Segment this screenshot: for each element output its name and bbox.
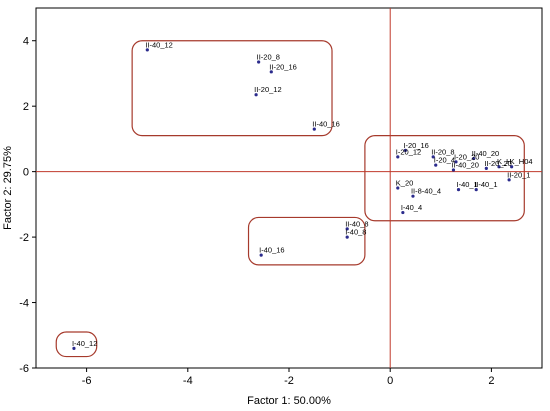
data-point [507, 178, 511, 182]
point-label: I-20_16 [403, 141, 428, 150]
point-label: II-40_1 [474, 180, 497, 189]
x-tick-label: -4 [183, 375, 193, 387]
point-label: I-20_20 [454, 152, 479, 161]
point-labels: II-40_12II-20_8II-20_16II-20_12II-40_16I… [72, 40, 533, 347]
data-point [510, 165, 514, 169]
y-tick-label: -4 [19, 298, 29, 310]
point-label: K_H04 [510, 157, 533, 166]
point-label: II-20_16 [269, 62, 297, 71]
data-point [259, 253, 263, 257]
data-point [345, 235, 349, 239]
data-point [269, 70, 273, 74]
data-point [454, 160, 458, 164]
point-label: I-40_1 [457, 180, 478, 189]
y-tick-label: -6 [19, 363, 29, 375]
point-label: II-40_16 [312, 120, 340, 129]
point-label: I-40_12 [72, 339, 97, 348]
data-point [497, 165, 501, 169]
reference-lines [36, 8, 542, 368]
point-label: II-40_20 [451, 161, 479, 170]
data-point [472, 156, 476, 161]
data-point [484, 166, 488, 170]
point-label: II-20_20 [484, 159, 512, 168]
x-tick-label: 0 [387, 375, 393, 387]
x-tick-label: -6 [82, 375, 92, 387]
point-label: II-20_1 [507, 170, 530, 179]
point-label: II-40_8 [345, 219, 368, 228]
point-label: I-20_12 [396, 147, 421, 156]
point-label: II-20_8 [431, 147, 454, 156]
point-label: I-20_4 [434, 156, 455, 165]
point-label: K_H [497, 157, 512, 166]
data-point [434, 163, 438, 167]
point-label: I-40_8 [345, 228, 366, 237]
group-box-1 [131, 40, 333, 137]
data-point [451, 168, 456, 172]
x-tick-label: -2 [284, 375, 294, 387]
y-axis-title: Factor 2: 29.75% [2, 146, 14, 230]
data-point [254, 93, 258, 97]
point-label: II-20_8 [257, 53, 280, 62]
data-point [403, 148, 407, 152]
y-tick-label: 2 [23, 101, 29, 113]
data-point [257, 60, 261, 64]
y-axis-ticks: -6 -4 -2 0 2 4 [19, 36, 36, 375]
data-point [474, 188, 478, 192]
data-point [145, 48, 149, 52]
x-axis-title: Factor 1: 50.00% [247, 395, 331, 407]
data-point [345, 227, 349, 231]
data-point [396, 155, 400, 159]
point-label: I-40_16 [259, 246, 284, 255]
point-label: K_20 [396, 179, 414, 188]
y-tick-label: 4 [23, 36, 29, 48]
point-label: II-20_12 [254, 85, 282, 94]
y-tick-label: -2 [19, 232, 29, 244]
group-box-2 [364, 135, 525, 222]
data-point [401, 210, 405, 215]
x-axis-ticks: -6 -4 -2 0 2 [82, 368, 494, 387]
data-points [72, 48, 514, 350]
point-label: II-40_12 [145, 40, 173, 49]
data-point [411, 194, 415, 198]
group-box-3 [247, 216, 366, 266]
data-point [456, 188, 461, 192]
data-point [312, 127, 316, 131]
group-boxes [55, 40, 525, 358]
point-label: II-40_20 [472, 149, 500, 158]
data-point [72, 346, 76, 350]
x-tick-label: 2 [488, 375, 494, 387]
point-label: II-8-40_4 [411, 187, 441, 196]
data-point [396, 186, 400, 190]
group-box-4 [55, 331, 98, 358]
y-tick-label: 0 [23, 167, 29, 179]
point-label: I-40_4 [401, 203, 422, 212]
data-point [431, 155, 435, 159]
